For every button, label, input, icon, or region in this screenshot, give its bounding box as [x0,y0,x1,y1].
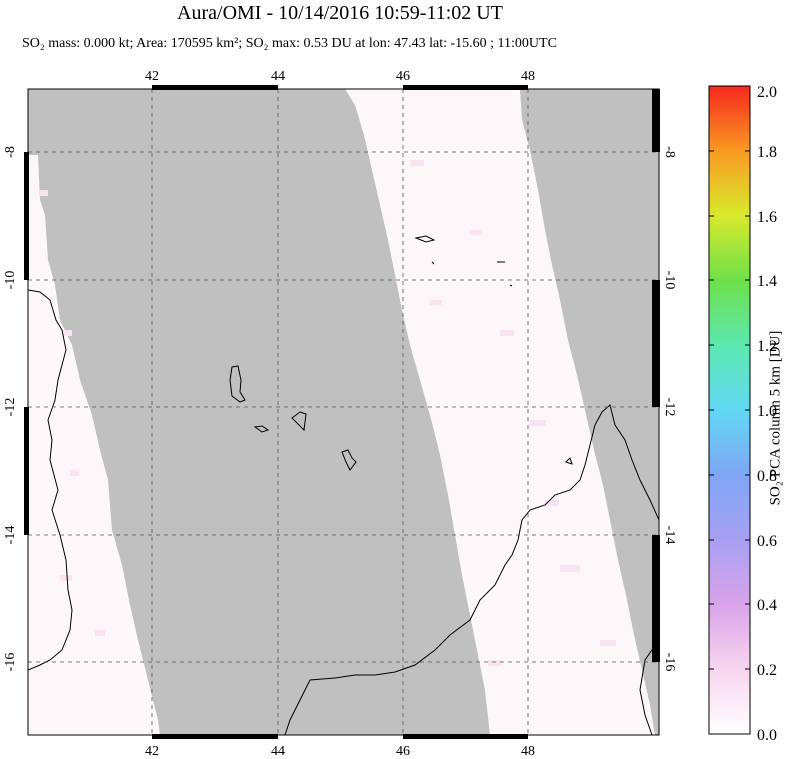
swath-main [345,89,655,735]
lat-label-right-4: -16 [662,653,677,672]
lon-label-top-0: 42 [145,69,159,84]
coastlines [28,235,659,735]
cb-tick-2: 0.4 [757,597,777,614]
cb-tick-8: 1.6 [757,209,777,226]
colorbar-label: SO₂ PCA column 5 km [DU] [767,330,784,506]
cb-tick-9: 1.8 [757,144,777,161]
lon-label-top-3: 48 [521,69,535,84]
lon-labels-top: 42 44 46 48 [145,69,535,84]
lon-label-bottom-0: 42 [145,744,159,759]
lon-label-bottom-3: 48 [521,744,535,759]
cb-tick-1: 0.2 [757,662,777,679]
swath-left [28,155,160,735]
lat-label-left-4: -16 [3,653,18,672]
lon-label-bottom-1: 44 [271,744,285,759]
lon-labels-bottom: 42 44 46 48 [145,744,535,759]
map-title: Aura/OMI - 10/14/2016 10:59-11:02 UT [177,2,503,24]
cb-tick-6: 1.2 [757,338,777,355]
graticule [28,89,659,735]
map-border-checker [24,85,660,739]
lat-labels-left: -8 -10 -12 -14 -16 [3,146,18,671]
lon-label-bottom-2: 46 [396,744,410,759]
lat-label-right-3: -14 [662,526,677,545]
swath-speckles [40,160,616,666]
cb-tick-5: 1.0 [757,403,777,420]
lat-label-right-0: -8 [662,146,677,158]
cb-tick-10: 2.0 [757,84,777,101]
lat-label-left-3: -14 [3,526,18,545]
map-subtitle: SO₂ mass: 0.000 kt; Area: 170595 km²; SO… [22,36,557,51]
lon-label-top-2: 46 [396,69,410,84]
lat-label-right-1: -10 [662,271,677,290]
cb-tick-0: 0.0 [757,727,777,744]
lat-labels-right: -8 -10 -12 -14 -16 [662,146,677,671]
lon-label-top-1: 44 [271,69,285,84]
colorbar [708,85,751,735]
lat-label-right-2: -12 [662,398,677,417]
colorbar-tick-labels: 0.0 0.2 0.4 0.6 0.8 1.0 1.2 1.4 1.6 1.8 … [757,84,777,744]
colorbar-ticks [709,150,750,735]
cb-tick-3: 0.6 [757,533,777,550]
lat-label-left-2: -12 [3,398,18,417]
lat-label-left-1: -10 [3,271,18,290]
cb-tick-7: 1.4 [757,273,777,290]
lat-label-left-0: -8 [3,146,18,158]
cb-tick-4: 0.8 [757,468,777,485]
